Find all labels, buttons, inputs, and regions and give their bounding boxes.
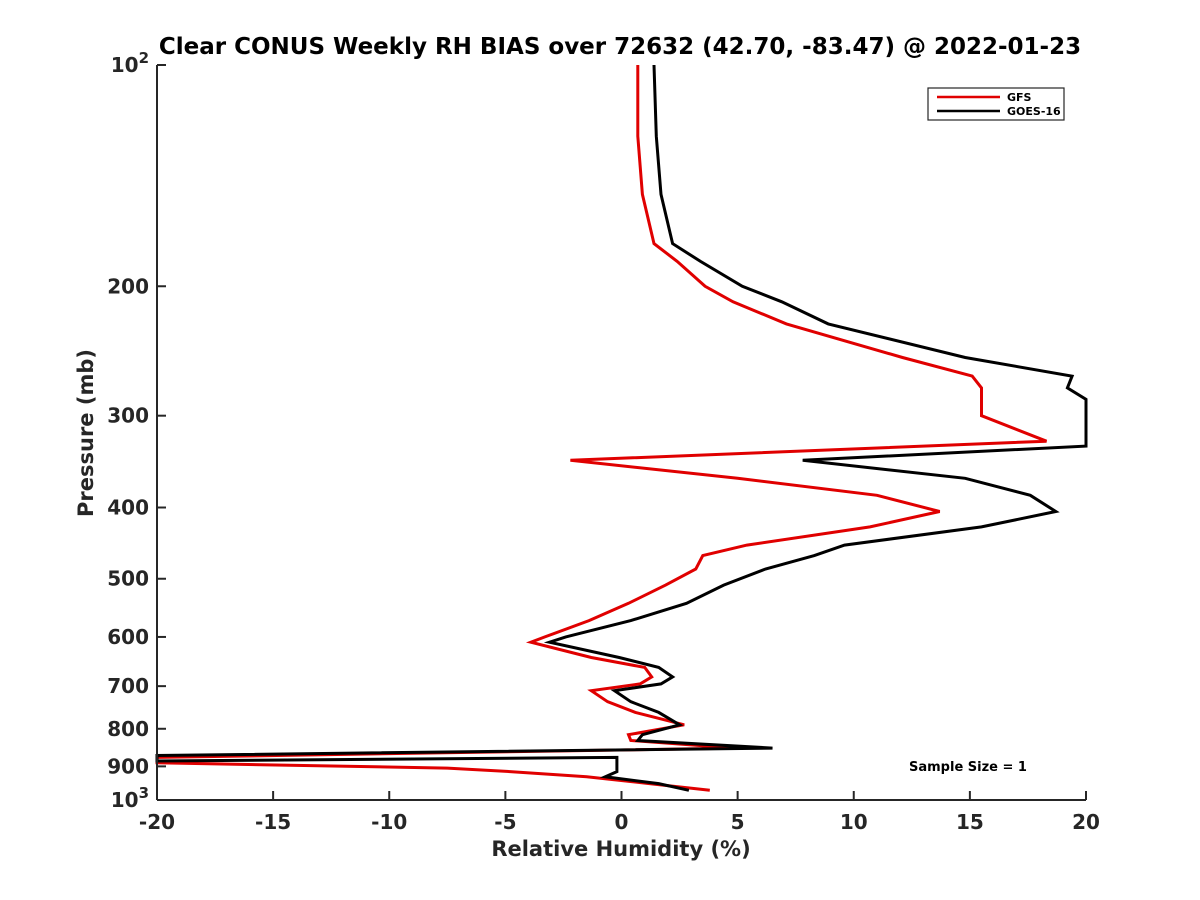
x-tick-label: 5 (731, 810, 745, 834)
x-axis-ticks: -20 -15 -10 -5 0 5 10 15 20 (139, 791, 1100, 834)
series-line-goes16 (155, 64, 1088, 792)
x-tick-label: 15 (956, 810, 984, 834)
legend-box (927, 87, 1065, 121)
x-axis-label: Relative Humidity (%) (491, 837, 750, 861)
x-tick-label: 10 (840, 810, 868, 834)
series-layer (155, 64, 1088, 792)
x-tick-label: -20 (139, 810, 175, 834)
y-tick-label: 700 (107, 674, 149, 698)
sample-size-note: Sample Size = 1 (909, 760, 1027, 775)
x-tick-label: -5 (494, 810, 516, 834)
x-tick-label: 0 (615, 810, 629, 834)
y-tick-label: 500 (107, 567, 149, 591)
legend: GFS GOES-16 (927, 87, 1065, 121)
y-tick-label: 900 (107, 754, 149, 778)
legend-label-goes16: GOES-16 (1007, 105, 1061, 118)
y-tick-label: 800 (107, 717, 149, 741)
legend-label-gfs: GFS (1007, 91, 1032, 104)
y-tick-label: 400 (107, 496, 149, 520)
x-tick-label: 20 (1072, 810, 1100, 834)
series-line-gfs (155, 65, 1048, 792)
x-tick-label: -15 (255, 810, 291, 834)
y-tick-label: 300 (107, 404, 149, 428)
plot-background (157, 65, 1086, 800)
y-axis-label: Pressure (mb) (74, 349, 98, 517)
plot-area (155, 64, 1088, 801)
x-tick-label: -10 (371, 810, 407, 834)
y-axis-ticks: 102 200 300 400 500 600 700 800 900 103 (107, 49, 166, 812)
y-tick-label: 200 (107, 274, 149, 298)
chart-title: Clear CONUS Weekly RH BIAS over 72632 (4… (159, 34, 1081, 60)
y-tick-label: 600 (107, 625, 149, 649)
y-tick-label: 103 (111, 784, 149, 812)
y-tick-label: 102 (111, 49, 149, 77)
